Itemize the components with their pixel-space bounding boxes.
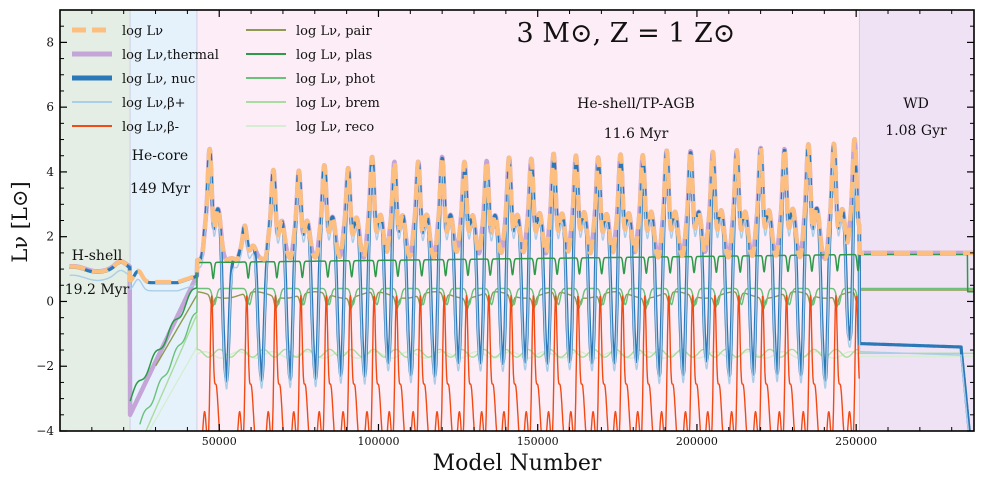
y-tick-label: 4 xyxy=(46,165,54,179)
phase-label-duration: 1.08 Gyr xyxy=(885,123,947,139)
legend-label: log Lν, plas xyxy=(296,48,372,63)
legend-label: log Lν, pair xyxy=(296,24,372,39)
legend-label: log Lν, brem xyxy=(296,96,380,111)
series-line-9 xyxy=(148,346,974,431)
legend-label: log Lν,β+ xyxy=(122,96,186,111)
legend-label: log Lν xyxy=(122,24,163,39)
series-line-7 xyxy=(139,287,974,425)
axes: 50000 100000 150000 200000 250000 −4 −2 0 2 4 6 8 xyxy=(36,10,974,448)
y-tick-label: 2 xyxy=(46,230,54,244)
x-axis-label: Model Number xyxy=(433,451,602,476)
phase-label-name: He-core xyxy=(132,148,188,164)
phase-band-3 xyxy=(859,10,974,431)
series-line-6 xyxy=(129,253,974,402)
x-tick-label: 150000 xyxy=(517,435,559,448)
legend-label: log Lν,thermal xyxy=(122,48,219,63)
series-lines xyxy=(67,137,974,431)
series-line-0 xyxy=(67,137,974,285)
phase-label-name: H-shell xyxy=(72,248,123,264)
y-tick-label: 8 xyxy=(46,35,54,49)
x-tick-label: 200000 xyxy=(676,435,718,448)
series-line-8 xyxy=(145,313,974,431)
y-tick-label: −2 xyxy=(36,359,54,373)
y-tick-label: −4 xyxy=(36,424,54,438)
legend-label: log Lν, reco xyxy=(296,120,374,135)
phase-labels: H-shell 19.2 Myr He-core 149 Myr He-shell/TP… xyxy=(65,96,947,298)
x-tick-label: 250000 xyxy=(835,435,877,448)
phase-label-name: He-shell/TP-AGB xyxy=(577,96,695,112)
phase-label-name: WD xyxy=(903,96,929,112)
phase-label-duration: 11.6 Myr xyxy=(604,126,669,142)
x-tick-label: 50000 xyxy=(202,435,237,448)
phase-label-duration: 149 Myr xyxy=(130,181,190,197)
phase-label-duration: 19.2 Myr xyxy=(65,282,130,298)
legend-label: log Lν,β- xyxy=(122,120,179,135)
series-line-4 xyxy=(202,294,860,431)
phase-band-1 xyxy=(130,10,197,431)
legend-label: log Lν, phot xyxy=(296,72,376,87)
legend-label: log Lν, nuc xyxy=(122,72,195,87)
legend: log Lν log Lν,thermal log Lν, nuc log Lν,β+… xyxy=(72,24,380,135)
phase-band-0 xyxy=(60,10,131,431)
chart-title: 3 M⊙, Z = 1 Z⊙ xyxy=(517,18,736,49)
y-tick-label: 0 xyxy=(46,294,54,308)
x-tick-label: 100000 xyxy=(357,435,399,448)
y-tick-label: 6 xyxy=(46,100,54,114)
y-axis-label: Lν [L⊙] xyxy=(8,181,32,262)
